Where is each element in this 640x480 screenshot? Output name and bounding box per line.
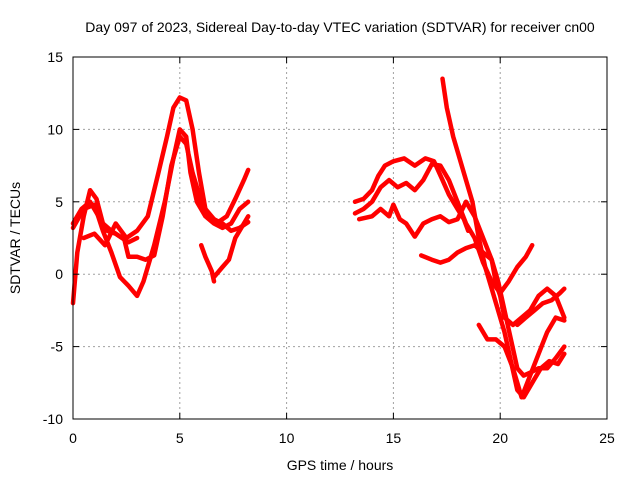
series-track-k <box>440 76 567 400</box>
y-tick-label: 15 <box>47 49 63 65</box>
series-track-g <box>352 156 471 234</box>
series-track-d <box>81 95 251 248</box>
series-track-l <box>476 315 567 400</box>
series-track-h <box>352 161 535 296</box>
x-tick-label: 20 <box>492 430 508 446</box>
x-tick-label: 0 <box>69 430 77 446</box>
series-layer <box>70 76 567 400</box>
series-track-n <box>515 286 567 328</box>
series-track-m <box>502 286 567 328</box>
y-tick-label: 5 <box>55 194 63 210</box>
chart-title: Day 097 of 2023, Sidereal Day-to-day VTE… <box>85 19 595 35</box>
x-tick-label: 15 <box>386 430 402 446</box>
x-axis-label: GPS time / hours <box>287 457 394 473</box>
grid-layer <box>73 57 607 419</box>
y-tick-label: 0 <box>55 266 63 282</box>
series-track-j <box>418 242 567 378</box>
y-axis-label: SDTVAR / TECUs <box>7 182 23 294</box>
tick-layer: 0 5 10 15 20 25 -10 -5 0 5 10 15 <box>43 49 615 446</box>
series-track-f <box>211 214 251 280</box>
plot-frame <box>72 56 608 420</box>
series-track-c <box>70 134 251 262</box>
y-tick-label: -5 <box>51 339 64 355</box>
x-tick-label: 25 <box>599 430 615 446</box>
y-tick-label: 10 <box>47 121 63 137</box>
x-tick-label: 5 <box>176 430 184 446</box>
x-tick-label: 10 <box>279 430 295 446</box>
y-tick-label: -10 <box>43 411 63 427</box>
